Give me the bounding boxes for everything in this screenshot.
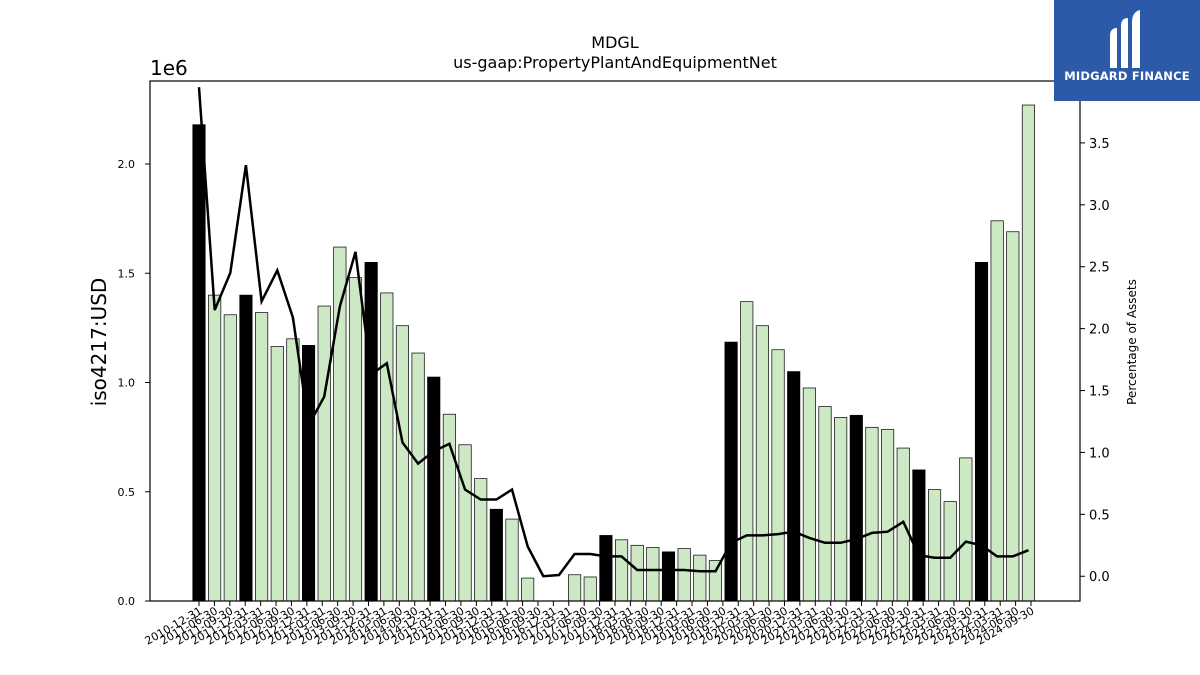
series-line-percentage — [197, 87, 1029, 578]
bar-20 — [505, 518, 519, 602]
bar-32 — [693, 554, 707, 602]
bar-39 — [802, 387, 816, 602]
y2-tick-label: 3.0 — [1089, 199, 1110, 214]
bar-42 — [849, 414, 863, 602]
y2-tick-label: 1.5 — [1089, 385, 1110, 400]
bar-17 — [458, 444, 472, 602]
bar-12 — [380, 292, 394, 602]
bar-36 — [755, 325, 769, 602]
bar-8 — [317, 305, 331, 602]
bar-14 — [411, 352, 425, 602]
y2-tick-label: 2.5 — [1089, 261, 1110, 276]
bar-9 — [333, 246, 347, 602]
line-group — [197, 87, 1029, 578]
y2-tick-label: 2.0 — [1089, 323, 1110, 338]
bar-27 — [614, 539, 629, 602]
bar-53 — [1021, 104, 1035, 602]
y-tick-label: 0.0 — [118, 595, 136, 608]
bar-50 — [974, 261, 989, 602]
bar-13 — [395, 325, 409, 602]
midgard-logo-icon — [1110, 10, 1140, 68]
bar-5 — [270, 346, 284, 602]
y2-tick-label: 0.5 — [1089, 508, 1110, 523]
bar-37 — [771, 349, 785, 602]
y-tick-label: 1.5 — [118, 267, 136, 280]
bar-31 — [677, 548, 691, 602]
bar-0 — [192, 124, 206, 602]
chart-title: MDGL — [591, 33, 639, 52]
bar-6 — [286, 338, 300, 602]
bar-21 — [521, 577, 535, 602]
bar-40 — [818, 406, 832, 602]
bar-33 — [708, 560, 722, 602]
bars-group — [192, 104, 1035, 602]
y-tick-label: 2.0 — [118, 158, 136, 171]
y2-tick-label: 3.5 — [1089, 137, 1110, 152]
bar-47 — [927, 489, 942, 602]
bar-25 — [583, 576, 597, 602]
y-offset-label: 1e6 — [150, 56, 188, 80]
bar-15 — [427, 376, 441, 602]
bar-30 — [661, 551, 676, 602]
logo-wordmark: MIDGARD FINANCE — [1064, 69, 1190, 83]
y2-tick-label: 1.0 — [1089, 446, 1110, 461]
bar-19 — [489, 508, 503, 602]
bar-29 — [646, 547, 660, 602]
bar-51 — [990, 220, 1004, 602]
y-tick-label: 0.5 — [118, 486, 136, 499]
y2-axis-label: Percentage of Assets — [1125, 279, 1139, 405]
bar-38 — [787, 371, 801, 602]
y-tick-label: 1.0 — [118, 377, 136, 390]
bar-49 — [959, 457, 973, 602]
y-axis-label: iso4217:USD — [87, 278, 111, 407]
chart-subtitle: us-gaap:PropertyPlantAndEquipmentNet — [453, 53, 777, 72]
bar-16 — [442, 413, 456, 602]
y2-tick-label: 0.0 — [1089, 570, 1110, 585]
bar-46 — [912, 469, 926, 602]
axes-group: 0.00.51.01.52.00.00.51.01.52.02.53.03.52… — [118, 137, 1110, 648]
bar-52 — [1006, 231, 1020, 602]
bar-4 — [255, 312, 269, 602]
bar-2 — [223, 314, 237, 602]
bar-1 — [208, 294, 222, 602]
bar-3 — [239, 294, 253, 602]
bar-28 — [630, 544, 644, 602]
plot-frame — [149, 80, 1081, 602]
bar-48 — [943, 501, 957, 602]
bar-44 — [881, 429, 895, 602]
bar-34 — [724, 341, 738, 602]
bar-11 — [364, 261, 378, 602]
bar-24 — [568, 574, 582, 602]
bar-43 — [865, 426, 879, 602]
brand-logo: MIDGARD FINANCE — [1054, 0, 1200, 101]
bar-10 — [348, 277, 363, 602]
bar-7 — [302, 345, 316, 602]
bar-41 — [834, 417, 848, 602]
bar-35 — [740, 301, 754, 602]
bar-26 — [599, 535, 613, 602]
